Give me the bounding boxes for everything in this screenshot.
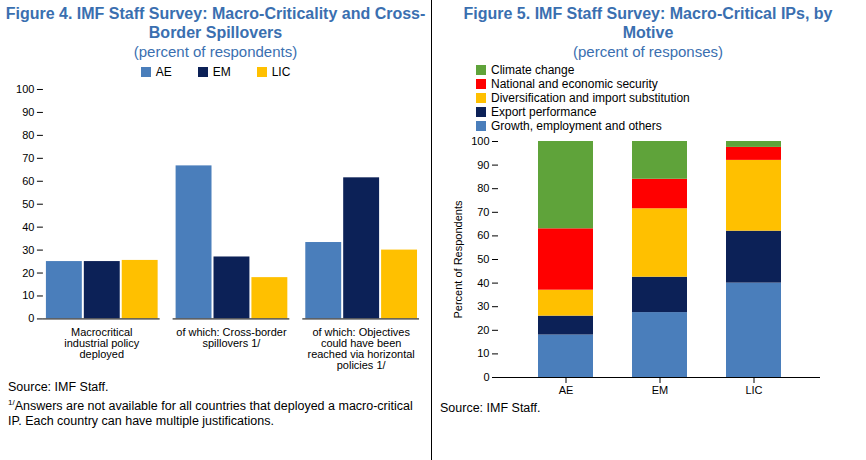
svg-text:60: 60 [477,229,489,241]
svg-text:90: 90 [22,106,34,118]
svg-text:of which: Cross-borderspillove: of which: Cross-borderspillovers 1/ [176,326,287,349]
html-text:1/Answers are not available fo: 1/Answers are not available for all coun… [8,398,413,429]
svg-text:10: 10 [22,289,34,301]
html-text:National and economic security: National and economic security [491,77,658,91]
svg-text:40: 40 [22,221,34,233]
svg-text:Macrocriticalindustrial policy: Macrocriticalindustrial policydeployed [64,326,140,360]
svg-text:EM: EM [652,384,669,396]
svg-text:LIC: LIC [745,384,762,396]
svg-text:20: 20 [22,267,34,279]
svg-text:50: 50 [477,253,489,265]
svg-text:100: 100 [16,83,34,95]
svg-text:30: 30 [477,300,489,312]
svg-text:AE: AE [559,384,574,396]
svg-text:50: 50 [22,198,34,210]
html-text:EM: EM [212,65,231,79]
svg-text:70: 70 [22,152,34,164]
html-text:Export performance: Export performance [491,105,597,119]
html-text:Source: IMF Staff.: Source: IMF Staff. [8,380,109,395]
svg-text:80: 80 [477,182,489,194]
svg-text:80: 80 [22,129,34,141]
svg-text:0: 0 [483,371,489,383]
svg-text:Percent of Respondents: Percent of Respondents [452,200,464,319]
svg-text:0: 0 [28,312,34,324]
html-text:Figure 4. IMF Staff Survey: Ma: Figure 4. IMF Staff Survey: Macro-Critic… [5,5,426,41]
svg-text:70: 70 [477,206,489,218]
svg-text:100: 100 [471,135,489,147]
html-text:Climate change: Climate change [491,63,575,77]
html-text:Figure 5. IMF Staff Survey: Ma: Figure 5. IMF Staff Survey: Macro-Critic… [463,5,833,41]
svg-text:60: 60 [22,175,34,187]
html-text:(percent of respondents): (percent of respondents) [133,43,298,60]
html-text:LIC: LIC [271,65,291,79]
html-text:Growth, employment and others: Growth, employment and others [491,119,662,133]
html-text:Diversification and import sub: Diversification and import substitution [491,91,690,105]
html-text:Source: IMF Staff.: Source: IMF Staff. [440,401,541,415]
html-text:AE: AE [155,65,172,79]
html-text:(percent of responses): (percent of responses) [573,43,723,60]
svg-text:40: 40 [477,277,489,289]
svg-text:10: 10 [477,347,489,359]
svg-text:20: 20 [477,324,489,336]
svg-text:30: 30 [22,244,34,256]
svg-text:of which: Objectivescould have: of which: Objectivescould have beenreach… [307,326,414,371]
svg-text:90: 90 [477,159,489,171]
